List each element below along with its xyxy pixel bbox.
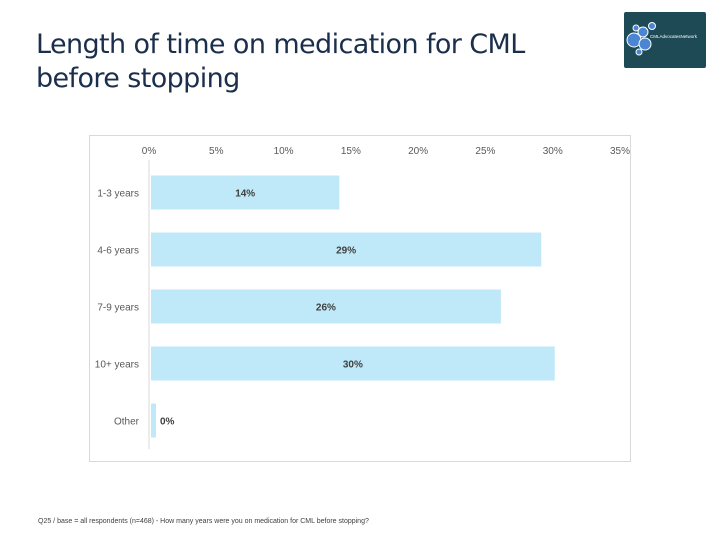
slide-title-line-1: Length of time on medication for CML: [36, 29, 525, 60]
data-label: 26%: [316, 303, 336, 314]
category-label: 10+ years: [95, 360, 139, 371]
cml-advocates-network-logo: CMLAdvocatesNetwork: [624, 12, 706, 68]
logo-bubbles-icon: [626, 22, 656, 56]
chart-frame: 0% 5% 10% 15% 20% 25% 30% 35% 1-3 years 14% 4-6 ye…: [89, 135, 631, 462]
category-label: 1-3 years: [97, 189, 139, 200]
x-tick-label: 20%: [408, 146, 428, 157]
bar: [151, 232, 542, 267]
category-label: 4-6 years: [97, 246, 139, 257]
bar: [151, 289, 501, 324]
category-label: Other: [114, 417, 140, 428]
category-label: 7-9 years: [97, 303, 139, 314]
slide-title: Length of time on medication for CML bef…: [36, 28, 596, 96]
slide-title-line-2: before stopping: [36, 63, 240, 94]
x-tick-label: 15%: [341, 146, 361, 157]
data-label: 29%: [336, 246, 356, 257]
x-tick-label: 35%: [610, 146, 630, 157]
x-tick-label: 10%: [274, 146, 294, 157]
x-tick-label: 25%: [475, 146, 495, 157]
bar: [151, 175, 340, 210]
x-tick-label: 0%: [142, 146, 157, 157]
footnote: Q25 / base = all respondents (n=468) - H…: [38, 518, 369, 525]
bar: [151, 346, 555, 381]
data-label: 0%: [160, 417, 175, 428]
bar: [151, 403, 156, 438]
x-tick-label: 30%: [543, 146, 563, 157]
bar-chart: 0% 5% 10% 15% 20% 25% 30% 35% 1-3 years 14% 4-6 ye…: [95, 146, 630, 449]
data-label: 14%: [235, 189, 255, 200]
x-tick-label: 5%: [209, 146, 224, 157]
data-label: 30%: [343, 360, 363, 371]
logo-text: CMLAdvocatesNetwork: [650, 34, 698, 39]
